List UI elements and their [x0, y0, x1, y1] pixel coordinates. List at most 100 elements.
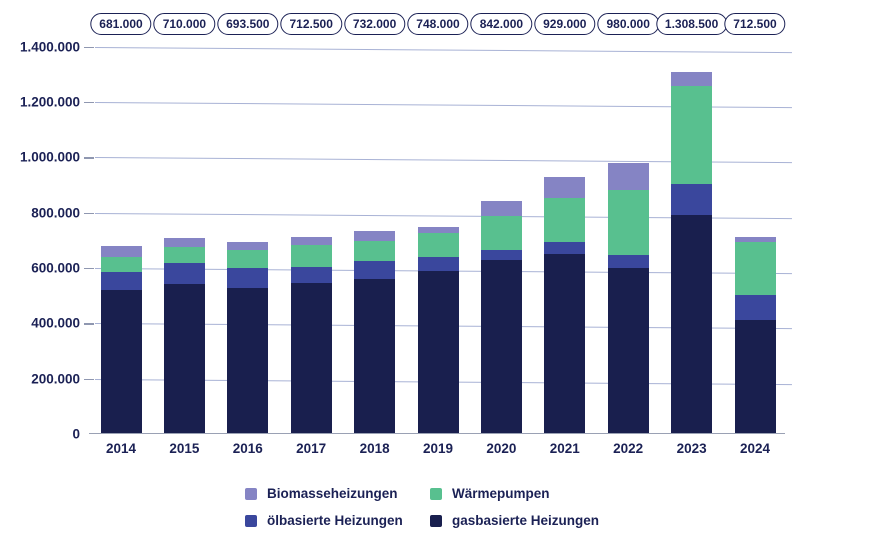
total-pill: 980.000: [597, 13, 659, 35]
x-tick-label: 2014: [105, 441, 137, 456]
bar-segment: [417, 227, 459, 234]
legend-swatch: [245, 487, 257, 500]
y-tick-label: 1.200.000: [19, 94, 80, 110]
bar-segment: [607, 189, 649, 256]
x-tick-label: 2018: [359, 441, 390, 456]
total-pill: 929.000: [534, 13, 596, 35]
bar-segment: [100, 257, 142, 272]
bar-segment: [607, 267, 649, 434]
bar-segment: [100, 245, 142, 258]
bar-segment: [734, 295, 776, 320]
bar-segment: [163, 283, 205, 434]
legend-item: Wärmepumpen: [430, 486, 599, 501]
y-tick-mark: [84, 267, 94, 270]
gridline: [94, 46, 792, 53]
x-tick-label: 2016: [232, 441, 263, 456]
x-tick-label: 2021: [549, 441, 580, 456]
bar-segment: [227, 242, 269, 250]
x-tick-label: 2015: [169, 441, 200, 456]
bar-segment: [100, 289, 142, 434]
x-tick-label: 2024: [739, 441, 771, 456]
legend-item: ölbasierte Heizungen: [245, 513, 430, 528]
bar-2020: [480, 200, 522, 434]
bar-2024: [734, 236, 776, 434]
total-pill: 712.500: [724, 13, 786, 35]
total-pill: 693.500: [217, 13, 279, 35]
bar-segment: [290, 266, 332, 284]
total-pill: 732.000: [343, 13, 406, 35]
bar-segment: [417, 233, 459, 258]
bar-segment: [417, 271, 459, 434]
bar-segment: [163, 237, 205, 247]
y-tick-label: 400.000: [31, 315, 80, 331]
bar-2021: [544, 176, 586, 434]
total-pill: 1.308.500: [655, 13, 728, 35]
legend-label: gasbasierte Heizungen: [452, 513, 600, 528]
bar-segment: [100, 271, 142, 290]
total-pill: 842.000: [470, 13, 533, 35]
bar-segment: [417, 257, 459, 272]
bar-segment: [163, 246, 205, 264]
bar-segment: [607, 162, 649, 190]
x-tick-label: 2023: [676, 441, 707, 456]
y-tick-label: 1.400.000: [19, 39, 80, 54]
legend-swatch: [245, 514, 257, 527]
total-pill: 748.000: [407, 13, 469, 35]
bar-segment: [671, 215, 713, 434]
bar-segment: [544, 198, 586, 242]
y-tick-label: 0: [72, 426, 80, 442]
bar-2014: [100, 245, 142, 434]
bar-segment: [671, 184, 713, 216]
bar-segment: [290, 283, 332, 434]
bar-segment: [544, 176, 586, 199]
bar-segment: [480, 249, 522, 261]
legend-label: Wärmepumpen: [452, 486, 550, 501]
y-tick-label: 1.000.000: [19, 149, 80, 165]
total-pill: 710.000: [153, 13, 216, 35]
bar-segment: [607, 255, 649, 268]
x-tick-label: 2019: [422, 441, 454, 456]
x-tick-label: 2022: [613, 441, 644, 456]
total-pill: 712.500: [280, 13, 342, 35]
bar-segment: [480, 216, 522, 250]
bar-segment: [544, 253, 586, 434]
bar-2017: [290, 236, 332, 434]
bar-2016: [227, 242, 269, 434]
legend-item: Biomasseheizungen: [245, 486, 430, 501]
x-axis-line: [89, 433, 785, 435]
bar-2022: [607, 162, 649, 434]
y-tick-label: 800.000: [31, 205, 80, 221]
x-tick-label: 2020: [486, 441, 517, 456]
y-tick-mark: [84, 378, 94, 380]
bar-segment: [480, 260, 522, 434]
bar-segment: [734, 236, 776, 243]
bar-segment: [227, 249, 269, 269]
y-tick-label: 200.000: [31, 371, 80, 387]
bar-segment: [354, 261, 396, 279]
bar-2018: [354, 231, 396, 434]
y-tick-mark: [84, 323, 94, 325]
bar-segment: [290, 236, 332, 246]
y-tick-mark: [84, 46, 94, 48]
legend-label: Biomasseheizungen: [267, 486, 398, 501]
bar-segment: [671, 71, 713, 86]
bar-segment: [354, 240, 396, 262]
legend-swatch: [430, 487, 442, 500]
x-tick-label: 2017: [296, 441, 327, 456]
bar-segment: [163, 263, 205, 284]
bar-segment: [544, 241, 586, 254]
total-pill: 681.000: [90, 13, 152, 35]
bar-segment: [227, 288, 269, 434]
bar-segment: [734, 319, 776, 434]
legend-label: ölbasierte Heizungen: [267, 513, 403, 528]
bar-segment: [227, 268, 269, 289]
legend-swatch: [430, 514, 442, 527]
y-tick-mark: [84, 212, 94, 214]
bar-segment: [734, 242, 776, 296]
bar-2015: [163, 237, 205, 434]
legend: Biomasseheizungen Wärmepumpen ölbasierte H…: [245, 486, 599, 528]
bar-2023: [671, 71, 713, 434]
y-tick-mark: [84, 101, 94, 104]
bar-2019: [417, 227, 459, 434]
